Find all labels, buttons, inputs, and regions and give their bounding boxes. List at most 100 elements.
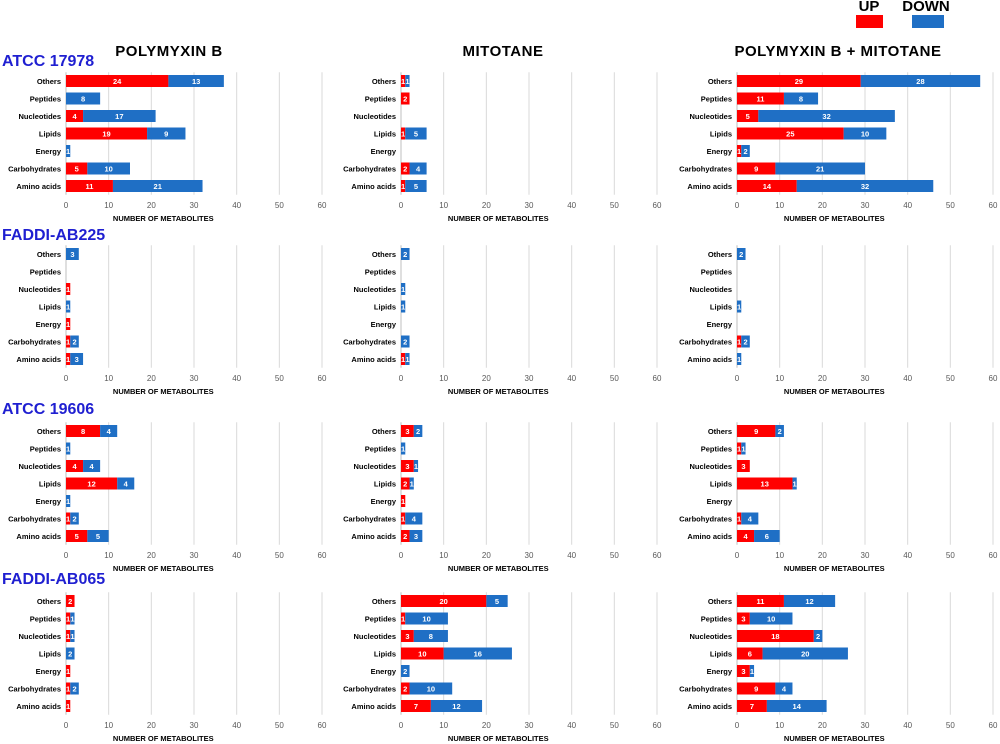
strain-label-atcc-19606: ATCC 19606 bbox=[2, 401, 94, 418]
x-tick-label: 30 bbox=[190, 374, 199, 383]
data-label-down: 1 bbox=[737, 355, 741, 364]
data-label-down: 1 bbox=[66, 147, 70, 156]
bar-down bbox=[87, 162, 130, 175]
x-tick-label: 0 bbox=[64, 201, 69, 210]
category-label: Amino acids bbox=[687, 355, 732, 364]
data-label-down: 1 bbox=[66, 303, 70, 312]
data-label-up: 3 bbox=[741, 615, 745, 624]
data-label-down: 2 bbox=[743, 338, 747, 347]
data-label-up: 2 bbox=[403, 165, 407, 174]
bar-down bbox=[83, 110, 156, 122]
x-tick-label: 10 bbox=[104, 201, 113, 210]
bar-down bbox=[741, 442, 746, 455]
column-title-combination: POLYMYXIN B + MITOTANE bbox=[734, 43, 941, 60]
x-tick-label: 0 bbox=[735, 551, 740, 560]
category-label: Peptides bbox=[30, 95, 61, 104]
x-tick-label: 50 bbox=[275, 721, 284, 730]
data-label-down: 1 bbox=[405, 77, 409, 86]
category-label: Others bbox=[708, 250, 732, 259]
x-tick-label: 10 bbox=[104, 721, 113, 730]
x-tick-label: 20 bbox=[818, 201, 827, 210]
data-label-up: 1 bbox=[66, 667, 70, 676]
bar-down bbox=[112, 180, 203, 192]
x-tick-label: 10 bbox=[775, 374, 784, 383]
bar-up bbox=[401, 477, 410, 490]
bar-down bbox=[70, 353, 84, 365]
category-label: Energy bbox=[36, 667, 62, 676]
category-label: Peptides bbox=[365, 268, 396, 277]
x-tick-label: 30 bbox=[190, 551, 199, 560]
data-label-up: 3 bbox=[405, 462, 409, 471]
data-label-up: 12 bbox=[87, 480, 95, 489]
data-label-down: 14 bbox=[793, 702, 802, 711]
data-label-down: 10 bbox=[427, 685, 435, 694]
x-tick-label: 20 bbox=[147, 551, 156, 560]
x-tick-label: 20 bbox=[482, 201, 491, 210]
category-label: Others bbox=[372, 597, 396, 606]
bar-down bbox=[749, 665, 755, 677]
bar-down bbox=[766, 700, 827, 712]
bar-down bbox=[401, 335, 410, 348]
x-tick-label: 0 bbox=[64, 551, 69, 560]
data-label-down: 1 bbox=[66, 445, 70, 454]
chart-atcc-19606-polymyxin-b: 0 10 20 30 40 50 60 NUMBER OF METABOLITES Others… bbox=[8, 422, 327, 573]
legend-down-label: DOWN bbox=[902, 0, 950, 15]
x-tick-label: 60 bbox=[989, 201, 998, 210]
x-tick-label: 20 bbox=[482, 551, 491, 560]
data-label-down: 4 bbox=[124, 480, 129, 489]
data-label-down: 3 bbox=[414, 532, 418, 541]
bar-up bbox=[737, 127, 844, 140]
data-label-down: 1 bbox=[414, 462, 418, 471]
data-label-down: 16 bbox=[474, 650, 482, 659]
category-label: Carbohydrates bbox=[8, 685, 61, 694]
x-tick-label: 30 bbox=[525, 201, 534, 210]
x-axis-label: NUMBER OF METABOLITES bbox=[448, 387, 549, 396]
data-label-down: 12 bbox=[805, 597, 813, 606]
category-label: Energy bbox=[36, 147, 62, 156]
data-label-down: 21 bbox=[816, 165, 824, 174]
x-tick-label: 20 bbox=[818, 374, 827, 383]
data-label-up: 1 bbox=[66, 285, 70, 294]
category-label: Amino acids bbox=[16, 532, 61, 541]
bar-down bbox=[87, 530, 109, 542]
bar-up bbox=[66, 700, 71, 712]
bar-down bbox=[70, 335, 79, 348]
category-label: Nucleotides bbox=[689, 462, 732, 471]
x-axis-label: NUMBER OF METABOLITES bbox=[113, 214, 214, 223]
data-label-up: 5 bbox=[746, 112, 750, 121]
data-label-up: 13 bbox=[761, 480, 769, 489]
x-tick-label: 0 bbox=[735, 201, 740, 210]
data-label-down: 1 bbox=[66, 497, 70, 506]
x-tick-label: 0 bbox=[64, 721, 69, 730]
bar-down bbox=[168, 75, 224, 87]
bar-up bbox=[401, 682, 410, 695]
x-tick-label: 30 bbox=[861, 201, 870, 210]
chart-atcc-17978-polymyxin-b-mitotane: 0 10 20 30 40 50 60 NUMBER OF METABOLITES Others… bbox=[679, 72, 998, 223]
category-label: Energy bbox=[707, 497, 733, 506]
x-tick-label: 30 bbox=[861, 551, 870, 560]
x-axis-label: NUMBER OF METABOLITES bbox=[784, 564, 885, 573]
bar-down bbox=[66, 442, 71, 455]
category-label: Peptides bbox=[701, 615, 732, 624]
category-label: Nucleotides bbox=[353, 285, 396, 294]
category-label: Carbohydrates bbox=[343, 165, 396, 174]
bar-down bbox=[443, 647, 512, 660]
bar-down bbox=[783, 92, 819, 105]
bar-down bbox=[409, 682, 453, 695]
data-label-up: 24 bbox=[113, 77, 122, 86]
data-label-up: 1 bbox=[66, 338, 70, 347]
x-tick-label: 40 bbox=[232, 374, 241, 383]
category-label: Nucleotides bbox=[689, 112, 732, 121]
category-label: Others bbox=[372, 250, 396, 259]
data-label-down: 2 bbox=[403, 667, 407, 676]
data-label-down: 1 bbox=[405, 355, 409, 364]
x-tick-label: 50 bbox=[275, 374, 284, 383]
bar-up bbox=[66, 180, 113, 192]
chart-atcc-17978-polymyxin-b: 0 10 20 30 40 50 60 NUMBER OF METABOLITES Others… bbox=[8, 72, 327, 223]
x-tick-label: 30 bbox=[525, 721, 534, 730]
x-tick-label: 0 bbox=[64, 374, 69, 383]
data-label-down: 4 bbox=[416, 165, 421, 174]
bar-up bbox=[401, 530, 410, 542]
x-tick-label: 0 bbox=[735, 374, 740, 383]
bar-up bbox=[66, 612, 71, 625]
